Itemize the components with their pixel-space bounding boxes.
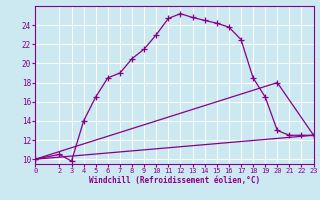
X-axis label: Windchill (Refroidissement éolien,°C): Windchill (Refroidissement éolien,°C) <box>89 176 260 185</box>
